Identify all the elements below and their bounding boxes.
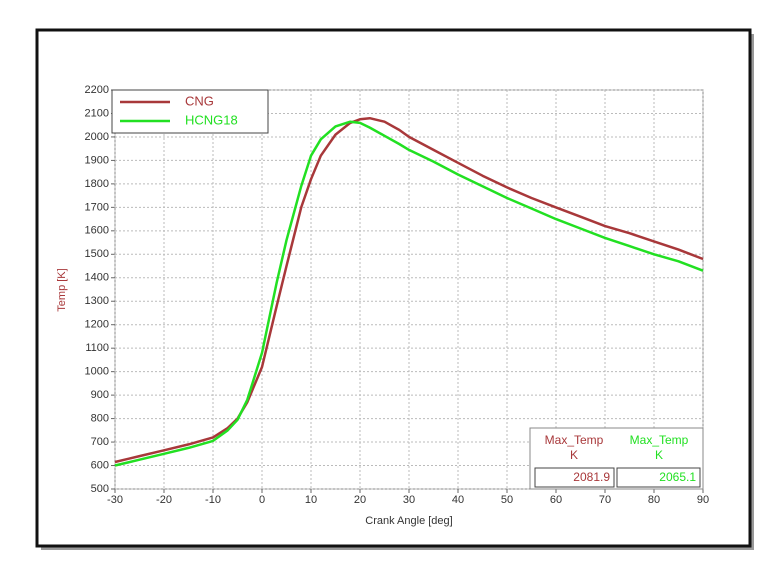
x-tick-label: 70 bbox=[599, 494, 611, 506]
table-unit: K bbox=[570, 448, 578, 462]
table-value: 2081.9 bbox=[573, 470, 610, 484]
y-tick-label: 1900 bbox=[85, 154, 109, 166]
x-tick-label: 20 bbox=[354, 494, 366, 506]
y-tick-label: 1600 bbox=[85, 225, 109, 237]
y-tick-label: 500 bbox=[91, 483, 109, 495]
x-tick-label: 80 bbox=[648, 494, 660, 506]
y-axis-label: Temp [K] bbox=[56, 268, 68, 311]
x-tick-label: -10 bbox=[205, 494, 221, 506]
legend-label: HCNG18 bbox=[185, 112, 238, 127]
table-cell bbox=[616, 467, 701, 488]
y-tick-label: 2000 bbox=[85, 131, 109, 143]
y-tick-label: 600 bbox=[91, 459, 109, 471]
table-header: Max_Temp bbox=[545, 433, 604, 447]
x-tick-label: 0 bbox=[259, 494, 265, 506]
y-tick-label: 1200 bbox=[85, 319, 109, 331]
line-series bbox=[114, 116, 704, 464]
x-tick-label: 50 bbox=[501, 494, 513, 506]
legend-box bbox=[111, 89, 269, 134]
table-value: 2065.1 bbox=[659, 470, 696, 484]
legend-label: CNG bbox=[185, 93, 214, 108]
x-tick-label: 40 bbox=[452, 494, 464, 506]
y-tick-label: 1500 bbox=[85, 248, 109, 260]
y-tick-label: 2100 bbox=[85, 107, 109, 119]
y-tick-label: 900 bbox=[91, 389, 109, 401]
table-cell bbox=[534, 467, 615, 488]
y-tick-label: 1100 bbox=[85, 342, 109, 354]
table-unit: K bbox=[655, 448, 663, 462]
y-tick-label: 700 bbox=[91, 436, 109, 448]
x-tick-label: 10 bbox=[305, 494, 317, 506]
y-tick-label: 2200 bbox=[85, 84, 109, 96]
x-tick-label: -30 bbox=[107, 494, 123, 506]
table-header: Max_Temp bbox=[630, 433, 689, 447]
x-tick-label: 60 bbox=[550, 494, 562, 506]
x-tick-label: 30 bbox=[403, 494, 415, 506]
y-tick-label: 1000 bbox=[85, 366, 109, 378]
y-tick-label: 1800 bbox=[85, 178, 109, 190]
line-series bbox=[114, 120, 704, 467]
x-axis-label: Crank Angle [deg] bbox=[365, 515, 452, 527]
y-tick-label: 1400 bbox=[85, 272, 109, 284]
y-tick-label: 1700 bbox=[85, 201, 109, 213]
x-tick-label: 90 bbox=[697, 494, 709, 506]
y-tick-label: 800 bbox=[91, 412, 109, 424]
y-tick-label: 1300 bbox=[85, 295, 109, 307]
x-tick-label: -20 bbox=[156, 494, 172, 506]
